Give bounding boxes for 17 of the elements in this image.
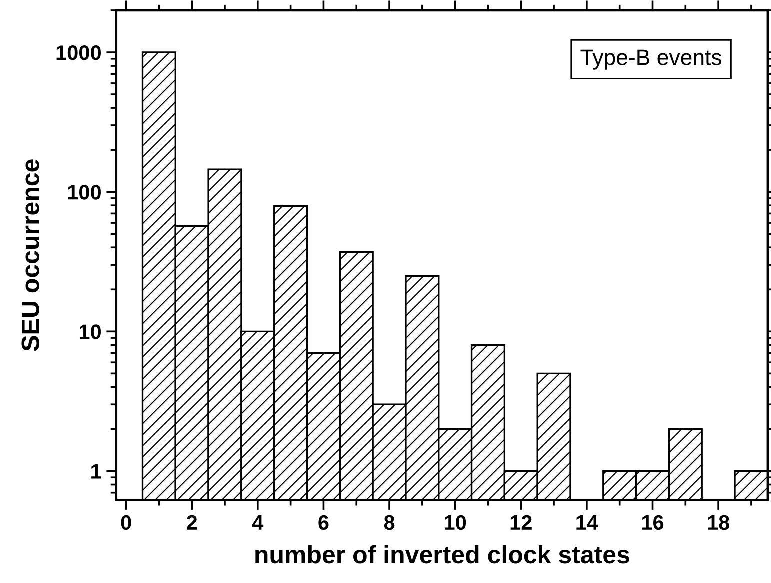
- x-tick-label: 0: [121, 515, 132, 530]
- y-tick-label: 10: [80, 324, 101, 340]
- x-tick-label: 12: [510, 515, 532, 530]
- y-tick-label: 1: [92, 464, 102, 479]
- annotation: Type-B events: [580, 50, 722, 70]
- x-axis-title: number of inverted clock states: [256, 545, 630, 564]
- x-tick-label: 2: [187, 515, 198, 530]
- y-axis-title: SEU occurrence: [22, 160, 40, 352]
- y-tick-label: 1000: [56, 46, 101, 60]
- y-tick-label: 100: [68, 185, 101, 200]
- x-tick-label: 4: [252, 516, 264, 530]
- x-tick-label: 14: [576, 516, 598, 530]
- x-tick-label: 8: [384, 515, 395, 530]
- x-tick-label: 18: [708, 515, 730, 530]
- x-tick-label: 10: [445, 515, 466, 530]
- x-tick-label: 6: [318, 515, 329, 530]
- x-tick-label: 16: [642, 515, 664, 530]
